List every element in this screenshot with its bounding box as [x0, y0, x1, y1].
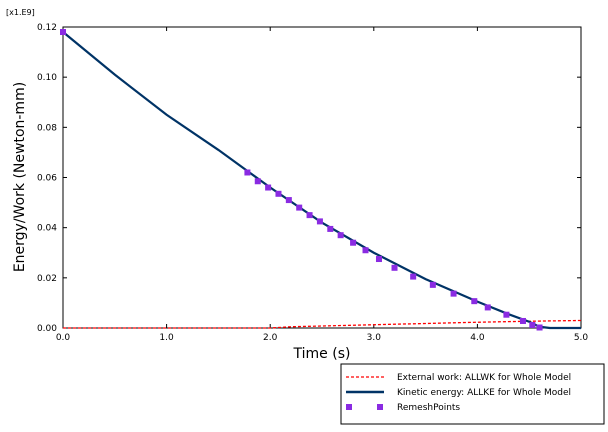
external-work-line — [63, 319, 582, 329]
x-tick-label: 0.0 — [56, 333, 71, 343]
remesh-point-marker — [429, 281, 436, 288]
remesh-point-marker — [375, 256, 382, 263]
legend-label: External work: ALLWK for Whole Model — [397, 373, 571, 383]
x-axis-ticks: 0.0 1.0 2.0 3.0 4.0 5.0 — [56, 27, 589, 343]
remesh-point-marker — [484, 304, 491, 311]
remesh-point-marker — [503, 311, 510, 318]
kinetic-energy-line — [62, 31, 581, 330]
x-tick-label: 2.0 — [263, 333, 278, 343]
remesh-point-marker — [362, 247, 369, 254]
legend: External work: ALLWK for Whole Model Kine… — [340, 363, 605, 425]
remesh-point-marker — [265, 184, 272, 191]
remesh-point-marker — [275, 190, 282, 197]
remesh-point-marker — [285, 197, 292, 204]
legend-marker — [377, 404, 383, 410]
remesh-point-marker — [327, 225, 334, 232]
remesh-point-marker — [306, 212, 313, 219]
remesh-point-marker — [519, 317, 526, 324]
legend-label: RemeshPoints — [397, 403, 460, 413]
x-tick-label: 3.0 — [367, 333, 382, 343]
y-tick-label: 0.10 — [37, 73, 57, 83]
remesh-point-marker — [254, 178, 261, 185]
x-tick-label: 1.0 — [159, 333, 174, 343]
remesh-point-marker — [350, 239, 357, 246]
remesh-point-marker — [410, 273, 417, 280]
y-axis-ticks: 0.00 0.02 0.04 0.06 0.08 0.10 0.12 — [37, 23, 581, 334]
y-tick-label: 0.06 — [37, 174, 57, 184]
remesh-point-marker — [316, 218, 323, 225]
y-tick-label: 0.12 — [37, 23, 57, 33]
y-axis-title: Energy/Work (Newton-mm) — [12, 82, 28, 272]
remesh-point-marker — [529, 321, 536, 328]
y-tick-label: 0.02 — [37, 274, 57, 284]
y-tick-label: 0.04 — [37, 224, 57, 234]
plot-frame — [62, 26, 582, 329]
remesh-point-marker — [244, 169, 251, 176]
remesh-point-marker — [296, 204, 303, 211]
remesh-point-marker — [471, 298, 478, 305]
x-tick-label: 5.0 — [574, 333, 589, 343]
x-tick-label: 4.0 — [470, 333, 485, 343]
y-tick-label: 0.08 — [37, 123, 57, 133]
y-tick-label: 0.00 — [37, 324, 57, 334]
remesh-point-marker — [536, 324, 543, 331]
legend-box — [340, 363, 605, 425]
legend-marker — [346, 404, 352, 410]
y-scale-factor-label: [x1.E9] — [6, 8, 35, 17]
remesh-point-marker — [391, 264, 398, 271]
series-layer — [60, 29, 582, 331]
remesh-point-marker — [337, 232, 344, 239]
legend-label: Kinetic energy: ALLKE for Whole Model — [397, 388, 571, 398]
remesh-point-marker — [450, 290, 457, 297]
x-axis-title: Time (s) — [293, 346, 351, 362]
remesh-point-marker — [60, 29, 66, 36]
